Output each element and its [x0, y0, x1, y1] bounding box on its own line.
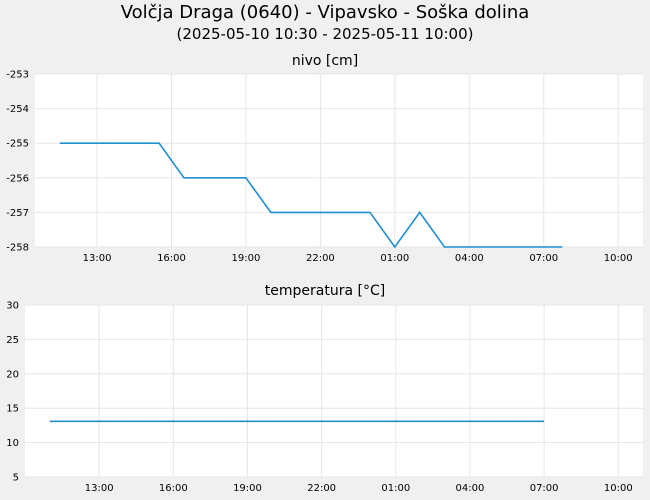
panel-title: nivo [cm]: [292, 53, 358, 69]
x-tick-label: 22:00: [306, 253, 335, 264]
plot-area: [25, 305, 643, 477]
y-tick-label: 10: [6, 438, 19, 449]
y-tick-label: -254: [6, 104, 29, 115]
x-tick-label: 16:00: [159, 483, 188, 494]
x-tick-label: 13:00: [83, 253, 112, 264]
chart-title: Volčja Draga (0640) - Vipavsko - Soška d…: [120, 2, 530, 23]
x-tick-label: 04:00: [455, 253, 484, 264]
chart-subtitle: (2025-05-10 10:30 - 2025-05-11 10:00): [176, 25, 474, 43]
y-tick-label: 15: [6, 404, 19, 415]
y-tick-label: -257: [6, 208, 29, 219]
y-tick-label: 20: [6, 369, 19, 380]
x-tick-label: 19:00: [233, 483, 262, 494]
x-tick-label: 04:00: [456, 483, 485, 494]
x-tick-label: 22:00: [307, 483, 336, 494]
x-tick-label: 16:00: [157, 253, 186, 264]
y-tick-label: 25: [6, 335, 19, 346]
y-tick-label: -255: [6, 139, 29, 150]
chart-panel-1: 5 10 15 20 25 30 13:00 16:00 19:00 22:00 01:00 04:0…: [6, 283, 643, 494]
x-tick-label: 01:00: [381, 483, 410, 494]
x-tick-label: 07:00: [530, 483, 559, 494]
y-tick-label: 30: [6, 301, 19, 312]
x-tick-label: 10:00: [604, 253, 633, 264]
x-tick-label: 13:00: [85, 483, 114, 494]
y-tick-label: -253: [6, 70, 29, 81]
chart-panel-0: -258 -257 -256 -255 -254 -253 13:00 16:00 19:00 2…: [6, 53, 643, 264]
x-tick-label: 07:00: [529, 253, 558, 264]
y-tick-label: -258: [6, 243, 29, 254]
y-tick-label: 5: [13, 473, 19, 484]
series-line-0: [59, 142, 563, 249]
panel-title: temperatura [°C]: [265, 283, 385, 299]
plot-area: [35, 74, 643, 247]
x-tick-label: 01:00: [380, 253, 409, 264]
x-tick-label: 10:00: [604, 483, 633, 494]
y-tick-label: -256: [6, 173, 29, 184]
x-tick-label: 19:00: [232, 253, 261, 264]
